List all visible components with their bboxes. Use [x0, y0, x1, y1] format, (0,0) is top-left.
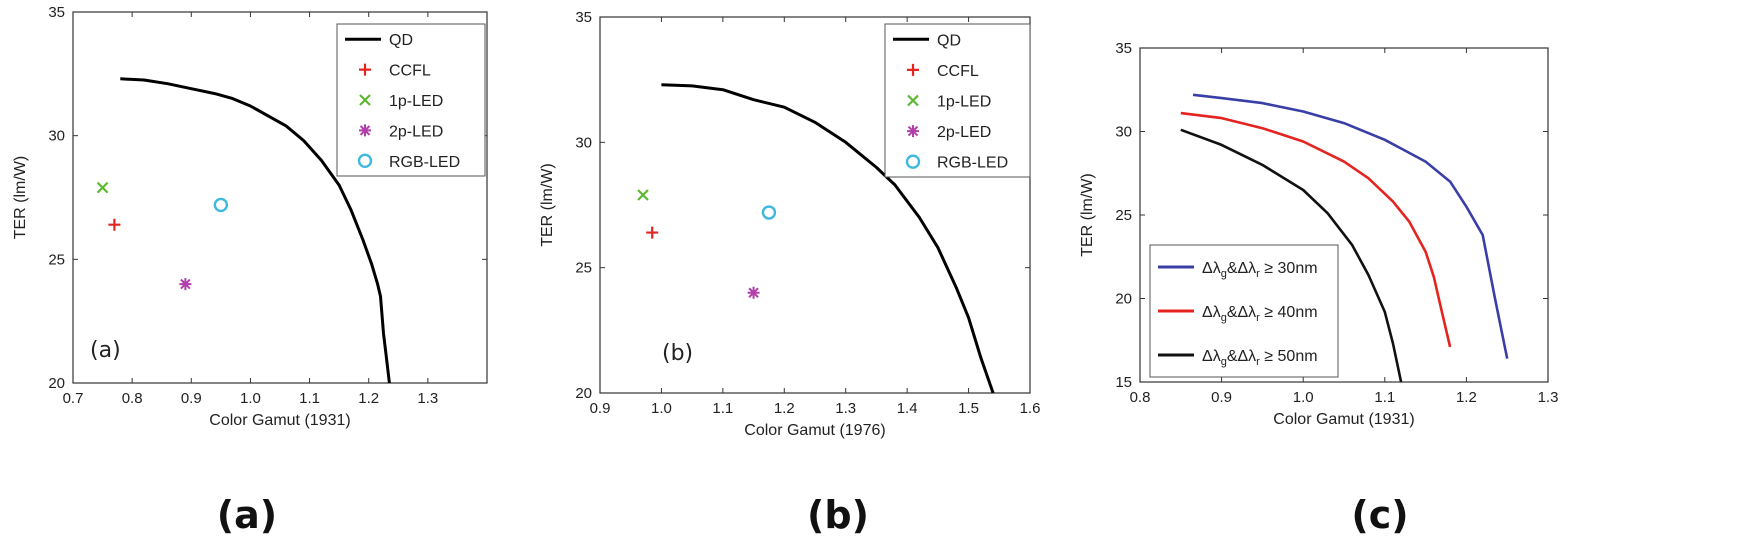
x-tick-label: 0.9	[1211, 389, 1232, 406]
x-tick-label: 1.3	[835, 400, 856, 417]
legend-entry-2p-led: 2p-LED	[937, 124, 991, 141]
legend-entry-1p-led: 1p-LED	[389, 93, 443, 110]
y-tick-label: 25	[1115, 207, 1132, 224]
legend-entry-2p-led: 2p-LED	[389, 123, 443, 140]
legend-entry-2p-led-swatch	[359, 124, 371, 137]
y-tick-label: 30	[1115, 124, 1132, 141]
point-2p-led	[747, 286, 760, 299]
point-ccfl	[646, 226, 659, 239]
y-tick-label: 20	[1115, 291, 1132, 308]
y-tick-label: 25	[48, 251, 65, 268]
legend-entry-qd: QD	[937, 32, 961, 49]
legend-entry-2p-led-swatch	[907, 125, 919, 138]
y-axis-label: TER (lm/W)	[1079, 173, 1096, 257]
plot-frame	[599, 16, 1031, 394]
legend-entry-1p-led-swatch	[359, 94, 371, 106]
point-2p-led	[179, 278, 192, 291]
series-line-qd	[661, 83, 995, 394]
x-tick-label: 1.6	[1020, 400, 1041, 417]
plot-frame	[72, 11, 488, 384]
x-tick-label: 1.5	[958, 400, 979, 417]
legend-entry-1p-led-swatch	[907, 94, 919, 107]
caption-c: (c)	[1351, 493, 1408, 537]
y-tick-label: 35	[1115, 40, 1132, 57]
point-rgb-led	[761, 205, 777, 220]
legend-entry-ccfl: CCFL	[937, 63, 979, 80]
y-tick-label: 30	[575, 134, 592, 151]
legend-entry-qd: QD	[389, 32, 413, 49]
legend-box	[336, 23, 486, 177]
legend-entry-g-r-30nm: Δλg&Δλr ≥ 30nm	[1202, 260, 1318, 280]
legend-entry-rgb-led-swatch	[905, 154, 921, 169]
caption-a: (a)	[217, 493, 277, 537]
legend-entry-1p-led: 1p-LED	[937, 94, 991, 111]
y-tick-label: 30	[48, 128, 65, 145]
chart-panel-a: 0.7 0.8 0.9 1.0 1.1 1.2 1.3 20 25 30 35 Color Gamut…	[12, 4, 488, 429]
x-tick-label: 1.0	[240, 390, 261, 407]
legend-entry-g-r-40nm: Δλg&Δλr ≥ 40nm	[1202, 304, 1318, 324]
y-tick-label: 15	[1115, 374, 1132, 391]
legend-entry-rgb-led: RGB-LED	[389, 154, 460, 171]
legend-entry-ccfl: CCFL	[389, 63, 431, 80]
point-1p-led	[637, 189, 649, 201]
point-rgb-led	[213, 197, 229, 213]
x-tick-label: 1.2	[1456, 389, 1477, 406]
x-tick-label: 1.0	[651, 400, 672, 417]
x-axis-label: Color Gamut (1931)	[209, 412, 350, 429]
y-tick-label: 25	[575, 260, 592, 277]
inner-panel-label: (b)	[662, 341, 693, 366]
x-tick-label: 0.9	[590, 400, 611, 417]
series-line-g-r-30nm	[1192, 93, 1509, 359]
x-tick-label: 0.7	[63, 390, 84, 407]
caption-b: (b)	[807, 493, 869, 537]
chart-panel-c: 0.8 0.9 1.0 1.1 1.2 1.3 15 20 25 30 35 Color Gamut …	[1079, 40, 1558, 428]
x-tick-label: 1.0	[1293, 389, 1314, 406]
series-line-qd	[120, 77, 391, 384]
x-tick-label: 1.4	[897, 400, 918, 417]
x-tick-label: 1.1	[299, 390, 320, 407]
y-tick-label: 20	[575, 385, 592, 402]
point-ccfl	[108, 218, 121, 231]
legend-entry-rgb-led: RGB-LED	[937, 155, 1008, 172]
x-tick-label: 0.8	[122, 390, 143, 407]
x-tick-label: 0.9	[181, 390, 202, 407]
legend-entry-rgb-led-swatch	[357, 153, 373, 169]
x-tick-label: 1.1	[712, 400, 733, 417]
y-axis-label: TER (lm/W)	[539, 163, 556, 247]
y-axis-label: TER (lm/W)	[12, 156, 29, 240]
legend-entry-g-r-50nm: Δλg&Δλr ≥ 50nm	[1202, 348, 1318, 368]
series-line-g-r-50nm	[1180, 128, 1403, 383]
x-tick-label: 1.3	[1538, 389, 1559, 406]
y-tick-label: 35	[575, 9, 592, 26]
point-1p-led	[96, 181, 109, 194]
y-tick-label: 35	[48, 4, 65, 21]
series-line-g-r-40nm	[1180, 111, 1452, 348]
x-tick-label: 1.2	[358, 390, 379, 407]
legend-box	[884, 23, 1031, 178]
legend-entry-ccfl-swatch	[359, 63, 371, 76]
y-tick-label: 20	[48, 375, 65, 392]
x-axis-label: Color Gamut (1931)	[1273, 411, 1414, 428]
x-tick-label: 1.2	[774, 400, 795, 417]
chart-panel-b: 0.9 1.0 1.1 1.2 1.3 1.4 1.5 1.6 20 25 30 35 Color Ga…	[539, 9, 1040, 439]
x-axis-label: Color Gamut (1976)	[744, 422, 885, 439]
x-tick-label: 1.3	[417, 390, 438, 407]
legend-entry-ccfl-swatch	[907, 63, 919, 76]
x-tick-label: 1.1	[1374, 389, 1395, 406]
inner-panel-label: (a)	[90, 338, 121, 363]
x-tick-label: 0.8	[1130, 389, 1151, 406]
